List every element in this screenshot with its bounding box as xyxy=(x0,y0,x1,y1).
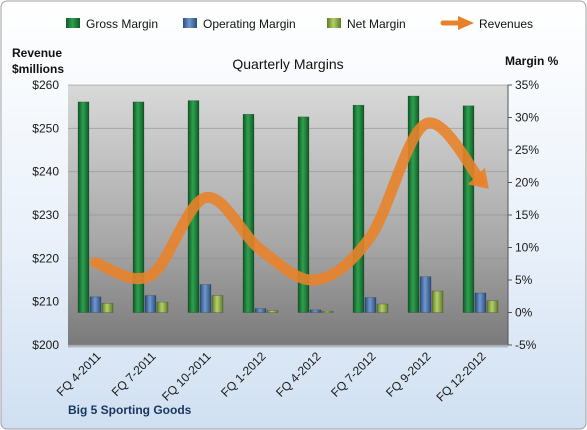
source-label: Big 5 Sporting Goods xyxy=(68,403,192,417)
chart-title: Quarterly Margins xyxy=(232,56,343,72)
legend-label-net-margin: Net Margin xyxy=(347,17,406,31)
left-axis-label-line1: Revenue xyxy=(12,46,62,60)
revenue-point-fq-7-2012 xyxy=(369,235,372,238)
bar-gross-margin-fq-4-2011 xyxy=(77,101,90,313)
right-axis-ticks: -5% 0% 5% 10% 15% 20% 25% 30% 35% xyxy=(507,78,539,352)
bar-net-margin-fq-7-2011 xyxy=(156,301,169,313)
right-tick-label: 20% xyxy=(515,176,539,190)
legend-swatch-operating-margin xyxy=(183,18,197,28)
legend-swatch-net-margin xyxy=(327,18,341,28)
right-tick-label: 25% xyxy=(515,143,539,157)
legend: Gross Margin Operating Margin Net Margin… xyxy=(66,16,533,31)
revenue-line xyxy=(90,117,486,286)
left-tick-label: $220 xyxy=(32,251,59,265)
legend-label-revenues: Revenues xyxy=(479,17,533,31)
bar-net-margin-fq-9-2012 xyxy=(431,290,444,313)
bar-operating-margin-fq-10-2011 xyxy=(199,284,212,313)
revenue-point-fq-1-2012 xyxy=(259,248,262,251)
revenue-point-fq-4-2012 xyxy=(314,279,317,282)
right-tick-label: -5% xyxy=(515,338,537,352)
right-tick-label: 0% xyxy=(515,306,533,320)
bar-net-margin-fq-7-2012 xyxy=(376,303,389,313)
right-tick-label: 5% xyxy=(515,273,533,287)
left-tick-label: $200 xyxy=(32,338,59,352)
legend-label-gross-margin: Gross Margin xyxy=(86,17,158,31)
bar-net-margin-fq-1-2012 xyxy=(266,310,279,313)
bar-net-margin-fq-4-2012 xyxy=(321,310,334,313)
bar-gross-margin-fq-7-2012 xyxy=(352,104,365,313)
bar-net-margin-fq-4-2011 xyxy=(101,303,114,313)
bar-net-margin-fq-12-2012 xyxy=(486,300,499,313)
right-tick-label: 10% xyxy=(515,241,539,255)
revenue-arrowhead xyxy=(467,167,489,189)
left-tick-label: $240 xyxy=(32,165,59,179)
bar-operating-margin-fq-9-2012 xyxy=(419,276,432,313)
revenue-point-fq-10-2011 xyxy=(204,196,207,199)
left-tick-label: $250 xyxy=(32,121,59,135)
revenue-point-fq-4-2011 xyxy=(94,261,97,264)
revenue-point-fq-7-2011 xyxy=(149,274,152,277)
legend-swatch-gross-margin xyxy=(66,18,80,28)
bar-gross-margin-fq-1-2012 xyxy=(242,114,255,313)
bar-operating-margin-fq-7-2012 xyxy=(364,297,377,313)
revenue-point-fq-12-2012 xyxy=(479,179,482,182)
revenue-line-group xyxy=(90,117,489,286)
right-tick-label: 15% xyxy=(515,208,539,222)
left-tick-label: $260 xyxy=(32,78,59,92)
bar-operating-margin-fq-4-2012 xyxy=(309,309,322,313)
right-axis-label: Margin % xyxy=(505,54,559,68)
revenue-point-fq-9-2012 xyxy=(424,123,427,126)
bar-operating-margin-fq-7-2011 xyxy=(144,295,157,313)
legend-label-operating-margin: Operating Margin xyxy=(203,17,296,31)
left-axis-ticks: $200 $210 $220 $230 $240 $250 $260 xyxy=(32,78,59,352)
bar-operating-margin-fq-1-2012 xyxy=(254,308,267,313)
left-tick-label: $230 xyxy=(32,208,59,222)
left-axis-label-line2: $millions xyxy=(12,62,64,76)
right-tick-label: 35% xyxy=(515,78,539,92)
bar-gross-margin-fq-12-2012 xyxy=(462,105,475,313)
bar-operating-margin-fq-4-2011 xyxy=(89,296,102,313)
right-tick-label: 30% xyxy=(515,111,539,125)
bar-gross-margin-fq-4-2012 xyxy=(297,116,310,313)
bar-net-margin-fq-10-2011 xyxy=(211,295,224,313)
left-tick-label: $210 xyxy=(32,295,59,309)
bar-gross-margin-fq-7-2011 xyxy=(132,101,145,313)
bar-gross-margin-fq-9-2012 xyxy=(407,95,420,313)
legend-revenues-arrowhead xyxy=(458,16,474,30)
bar-operating-margin-fq-12-2012 xyxy=(474,292,487,313)
